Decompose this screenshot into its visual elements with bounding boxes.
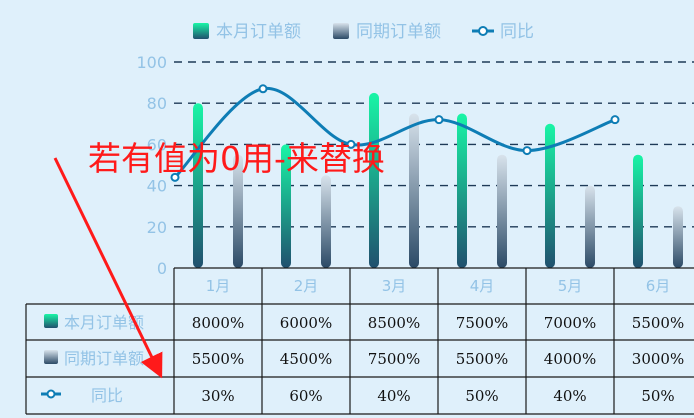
table-cell: 7500% (456, 314, 508, 332)
bar-prior[interactable] (409, 113, 419, 269)
table-row-label: 本月订单额 (64, 313, 144, 332)
y-tick-label: 100 (136, 53, 167, 72)
table-cell: 60% (289, 387, 322, 405)
table-cell: 5500% (192, 350, 244, 368)
y-tick-label: 80 (147, 94, 167, 113)
yoy-point[interactable] (170, 172, 180, 182)
row-marker-yoy (46, 389, 56, 399)
legend-item-prior[interactable]: 同期订单额 (333, 22, 441, 42)
table-cell: 6000% (280, 314, 332, 332)
legend-item-yoy[interactable]: 同比 (472, 22, 534, 42)
table-cell: 40% (377, 387, 410, 405)
bar-prior[interactable] (585, 185, 595, 268)
table-cell: 8500% (368, 314, 420, 332)
table-cell: 4500% (280, 350, 332, 368)
legend-label-prior: 同期订单额 (356, 22, 441, 42)
row-swatch-current (44, 314, 58, 328)
bar-prior[interactable] (673, 206, 683, 268)
bar-current[interactable] (545, 123, 555, 268)
table-cell: 8000% (192, 314, 244, 332)
bar-prior[interactable] (321, 175, 331, 268)
table-cell: 40% (553, 387, 586, 405)
table-cell: 5500% (456, 350, 508, 368)
legend-label-current: 本月订单额 (216, 22, 301, 42)
y-tick-label: 60 (147, 135, 167, 154)
yoy-point[interactable] (522, 146, 532, 156)
bar-current[interactable] (193, 103, 203, 268)
table-row-label: 同期订单额 (64, 349, 144, 368)
y-tick-label: 20 (147, 218, 167, 237)
table-row-label: 同比 (91, 386, 123, 405)
legend-item-current[interactable]: 本月订单额 (193, 22, 301, 42)
annotation: 若有值为0用-来替换 (53, 139, 385, 379)
category-label: 3月 (382, 277, 407, 295)
table-cell: 7000% (544, 314, 596, 332)
yoy-point[interactable] (434, 115, 444, 125)
legend-marker-yoy (478, 26, 488, 36)
category-label: 6月 (646, 277, 671, 295)
annotation-text: 若有值为0用-来替换 (88, 139, 385, 178)
yoy-line-series (170, 84, 620, 182)
category-label: 5月 (558, 277, 583, 295)
yoy-point[interactable] (610, 115, 620, 125)
table-cell: 7500% (368, 350, 420, 368)
legend-swatch-prior (333, 23, 349, 39)
legend-label-yoy: 同比 (500, 22, 534, 42)
gridlines (174, 61, 694, 228)
yoy-point[interactable] (346, 139, 356, 149)
table-cell: 50% (465, 387, 498, 405)
annotation-arrow (53, 157, 163, 379)
bar-current[interactable] (369, 92, 379, 269)
bar-current[interactable] (457, 113, 467, 269)
category-label: 2月 (294, 277, 319, 295)
bar-prior[interactable] (233, 154, 243, 268)
table-cell: 3000% (632, 350, 684, 368)
bar-current[interactable] (281, 144, 291, 268)
row-swatch-prior (44, 350, 58, 364)
y-tick-label: 40 (147, 177, 167, 196)
y-axis-ticks: 0 20 40 60 80 100 (136, 53, 167, 278)
legend: 本月订单额 同期订单额 同比 (193, 22, 534, 42)
category-label: 1月 (206, 277, 231, 295)
bar-prior[interactable] (497, 154, 507, 268)
legend-swatch-current (193, 23, 209, 39)
table-cell: 5500% (632, 314, 684, 332)
table-cell: 30% (201, 387, 234, 405)
category-label: 4月 (470, 277, 495, 295)
table-cell: 50% (641, 387, 674, 405)
yoy-point[interactable] (258, 84, 268, 94)
bar-current[interactable] (633, 154, 643, 268)
table-cell: 4000% (544, 350, 596, 368)
y-tick-label: 0 (157, 259, 167, 278)
